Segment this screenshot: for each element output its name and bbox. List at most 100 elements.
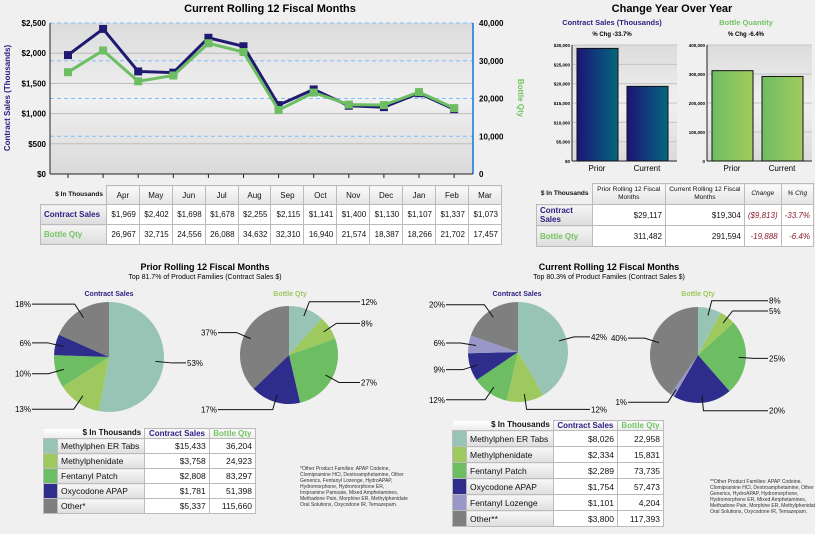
left-tick-label: $500	[28, 140, 46, 149]
prior-footnote: *Other Product Families: APAP Codeine, C…	[300, 466, 408, 508]
legend-row: Oxycodone APAP $1,754 57,473	[452, 478, 665, 495]
bottle-qty-value: 83,297	[208, 468, 257, 484]
pie-leader-line	[218, 332, 251, 340]
bottle-qty-marker	[450, 104, 459, 113]
pie-leader-line	[32, 368, 65, 375]
header-row: $ In Thousands Contract Sales Bottle Qty	[43, 428, 257, 439]
pie-slice-methylphenidate	[62, 357, 109, 412]
row-label: Bottle Qty	[536, 225, 593, 247]
bar-prior	[711, 70, 754, 162]
pie-leader-line	[707, 300, 768, 316]
bottle-qty-marker	[99, 46, 108, 55]
pie-percent-label: 25%	[769, 354, 785, 363]
bottle-qty-value: 115,660	[208, 498, 257, 514]
value-cell: $1,107	[402, 204, 436, 225]
value-cell: $1,141	[303, 204, 338, 225]
current-legend-table: $ In Thousands Contract Sales Bottle Qty Me…	[452, 420, 665, 527]
pie-leader-line	[628, 337, 660, 344]
month-header: Jan	[402, 185, 436, 205]
legend-row: Fentanyl Patch $2,289 73,735	[452, 462, 665, 479]
contract-sales-value: $8,026	[552, 430, 618, 447]
contract-sales-marker	[99, 24, 108, 33]
column-header: Prior Rolling 12 Fiscal Months	[591, 183, 666, 205]
value-cell: 17,457	[467, 224, 503, 245]
pie-percent-label: 5%	[769, 307, 781, 316]
yoy-sales-title: Contract Sales (Thousands)	[562, 18, 662, 27]
month-header: Jun	[171, 185, 206, 205]
bar-current	[761, 75, 804, 162]
value-cell: 21,574	[336, 224, 371, 245]
contract-sales-value: $3,800	[552, 510, 618, 527]
value-cell: $1,400	[336, 204, 371, 225]
pie-slice-methylphenidate	[698, 312, 734, 355]
value-cell: 26,088	[204, 224, 239, 245]
right-tick-label: 40,000	[479, 19, 504, 28]
pie-slice-oxycodone-apap	[674, 355, 730, 404]
product-name: Methylphenidate	[466, 446, 554, 463]
prior-legend-table: $ In Thousands Contract Sales Bottle Qty Me…	[43, 428, 257, 514]
bottle-qty-value: 4,204	[616, 494, 665, 511]
value-cell: 16,940	[303, 224, 338, 245]
month-header: Apr	[105, 185, 140, 205]
bar-category-label: Current	[634, 164, 661, 173]
value-cell: 291,594	[664, 225, 745, 247]
bottle-qty-value: 51,398	[208, 483, 257, 499]
pie-slice-fentanyl-patch	[289, 338, 338, 403]
pie-slice-fentanyl-patch	[476, 352, 518, 401]
pie-percent-label: 6%	[19, 339, 31, 348]
monthly-table: $ In Thousands Apr May Jun Jul Aug Sep Oct Nov De…	[40, 185, 503, 245]
value-cell: 32,715	[138, 224, 173, 245]
pie-percent-label: 12%	[361, 298, 377, 307]
bar-tick-label: $20,000	[554, 82, 571, 87]
pie-slice-oxycodone-apap	[253, 355, 301, 404]
bar-tick-label: $25,000	[554, 62, 571, 67]
value-cell: 21,702	[435, 224, 469, 245]
header-row: $ In Thousands Apr May Jun Jul Aug Sep Oct Nov De…	[41, 185, 503, 205]
pie-slice-methylphen-er-tabs	[698, 307, 721, 355]
value-cell: 26,967	[105, 224, 140, 245]
pie-leader-line	[155, 360, 186, 364]
month-header: Dec	[369, 185, 404, 205]
right-tick-label: 0	[479, 170, 484, 179]
contract-sales-marker	[239, 42, 248, 51]
value-cell: 32,310	[270, 224, 305, 245]
right-tick-label: 10,000	[479, 132, 504, 141]
month-header: Oct	[303, 185, 338, 205]
contract-sales-value: $2,334	[552, 446, 618, 463]
column-header: Change	[743, 183, 782, 205]
change-cell: -33.7%	[780, 204, 815, 226]
value-cell: $1,698	[171, 204, 206, 225]
legend-row: Other* $5,337 115,660	[43, 498, 257, 514]
month-header: Feb	[435, 185, 469, 205]
prior-subtitle: Top 81.7% of Product Families (Contract …	[128, 274, 281, 281]
pie-percent-label: 13%	[15, 405, 31, 414]
pie-percent-label: 8%	[361, 319, 373, 328]
contract-sales-value: $15,433	[144, 438, 210, 454]
left-axis-label: Contract Sales (Thousands)	[3, 45, 12, 152]
pie-slice-oxycodone-apap	[468, 352, 518, 381]
yoy-row: Bottle Qty 311,482 291,594 -19,888 -6.4%	[536, 225, 815, 247]
bar-tick-label: $5,000	[556, 140, 570, 145]
yoy-title: Change Year Over Year	[612, 3, 733, 15]
bar-tick-label: $15,000	[554, 101, 571, 106]
value-cell: 18,387	[369, 224, 404, 245]
legend-row: Oxycodone APAP $1,781 51,398	[43, 483, 257, 499]
bottle-qty-marker	[379, 101, 388, 110]
pie-percent-label: 37%	[201, 329, 217, 338]
corner-label: $ In Thousands	[55, 190, 103, 198]
pie-percent-label: 10%	[15, 370, 31, 379]
yoy-table: $ In Thousands Prior Rolling 12 Fiscal Mo…	[536, 183, 815, 247]
pie-leader-line	[323, 322, 360, 333]
pie-slice-methylphen-er-tabs	[98, 301, 165, 413]
month-header: Jul	[204, 185, 239, 205]
pie-leader-line	[32, 303, 84, 319]
pie-slice-methylphenidate	[289, 318, 336, 355]
value-cell: $2,115	[270, 204, 305, 225]
bottle-qty-line	[67, 41, 455, 113]
legend-swatch	[452, 478, 467, 495]
legend-swatch	[43, 483, 58, 499]
pie-slice-oxycodone-apap	[54, 334, 109, 357]
current-footnote: **Other Product Families: APAP Codeine, …	[710, 479, 815, 515]
column-header-bottle-qty: Bottle Qty	[616, 420, 665, 431]
